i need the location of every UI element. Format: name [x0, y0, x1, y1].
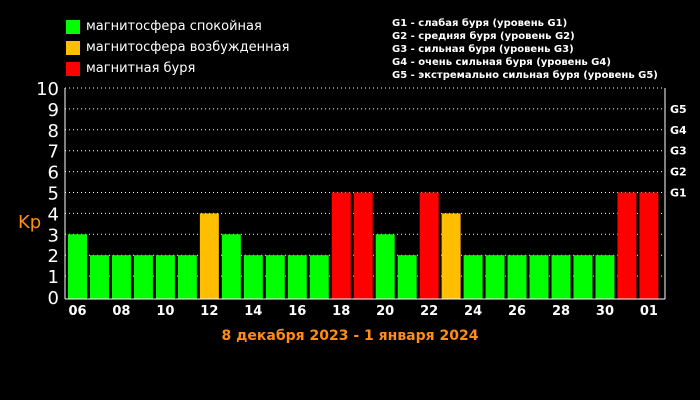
- y-tick-label: 5: [48, 184, 59, 205]
- y-tick-label: 0: [48, 288, 59, 309]
- kp-bar: [507, 255, 527, 299]
- x-tick-label: 26: [508, 304, 526, 319]
- kp-bar: [419, 192, 439, 299]
- storm-level-g5: G5 - экстремально сильная буря (уровень …: [392, 70, 658, 81]
- storm-level-g1: G1 - слабая буря (уровень G1): [392, 18, 568, 29]
- kp-bar: [221, 234, 241, 299]
- x-tick-label: 22: [420, 304, 438, 319]
- kp-bar: [177, 255, 197, 299]
- kp-bar: [331, 192, 351, 299]
- storm-level-tick: G1: [670, 187, 687, 200]
- x-tick-label: 01: [640, 304, 658, 319]
- kp-bar: [551, 255, 571, 299]
- legend-swatch-quiet: [66, 19, 80, 34]
- legend-label-quiet: магнитосфера спокойная: [86, 19, 262, 34]
- legend-item-active: магнитосфера возбужденная: [66, 37, 289, 58]
- y-tick-label: 8: [48, 121, 59, 142]
- kp-bar: [397, 255, 417, 299]
- kp-bar: [617, 192, 637, 299]
- x-tick-label: 16: [288, 304, 306, 319]
- storm-level-tick: G4: [670, 124, 687, 137]
- legend-swatch-storm: [66, 61, 80, 76]
- kp-bar: [639, 192, 659, 299]
- x-tick-label: 24: [464, 304, 482, 319]
- y-tick-label: 1: [48, 267, 59, 288]
- kp-bar: [595, 255, 615, 299]
- x-tick-label: 12: [200, 304, 218, 319]
- x-tick-label: 14: [244, 304, 262, 319]
- x-tick-label: 18: [332, 304, 350, 319]
- kp-bar: [309, 255, 329, 299]
- kp-bar: [111, 255, 131, 299]
- kp-bar: [68, 234, 87, 299]
- legend-label-active: магнитосфера возбужденная: [86, 40, 290, 55]
- y-axis-label: Kp: [18, 212, 41, 233]
- x-tick-label: 10: [156, 304, 174, 319]
- y-tick-label: 4: [48, 204, 59, 225]
- storm-level-tick: G3: [670, 145, 687, 158]
- y-tick-label: 7: [48, 142, 59, 163]
- storm-level-g4: G4 - очень сильная буря (уровень G4): [392, 57, 611, 68]
- kp-bar: [573, 255, 593, 299]
- kp-bar: [265, 255, 285, 299]
- kp-bar: [199, 213, 219, 299]
- legend-item-quiet: магнитосфера спокойная: [66, 16, 289, 37]
- kp-bar: [353, 192, 373, 299]
- kp-bar: [441, 213, 461, 299]
- legend-label-storm: магнитная буря: [86, 61, 196, 76]
- storm-level-g2: G2 - средняя буря (уровень G2): [392, 31, 575, 42]
- legend-swatch-active: [66, 40, 80, 55]
- x-tick-label: 08: [112, 304, 130, 319]
- kp-bar: [133, 255, 153, 299]
- kp-bar: [89, 255, 109, 299]
- storm-level-tick: G2: [670, 166, 687, 179]
- x-axis-label: 8 декабря 2023 - 1 января 2024: [222, 328, 479, 344]
- kp-bar: [155, 255, 175, 299]
- y-tick-label: 2: [48, 246, 59, 267]
- x-tick-label: 30: [596, 304, 614, 319]
- y-tick-label: 6: [48, 163, 59, 184]
- kp-bar: [485, 255, 505, 299]
- legend: магнитосфера спокойная магнитосфера возб…: [66, 16, 289, 79]
- storm-level-legend: G1 - слабая буря (уровень G1) G2 - средн…: [392, 17, 658, 82]
- y-tick-label: 10: [36, 79, 59, 100]
- x-tick-label: 06: [68, 304, 86, 319]
- kp-bar: [375, 234, 395, 299]
- x-tick-label: 20: [376, 304, 394, 319]
- legend-item-storm: магнитная буря: [66, 58, 289, 79]
- x-tick-label: 28: [552, 304, 570, 319]
- y-tick-label: 3: [48, 225, 59, 246]
- storm-level-g3: G3 - сильная буря (уровень G3): [392, 44, 574, 55]
- storm-level-tick: G5: [670, 103, 687, 116]
- y-tick-label: 9: [48, 100, 59, 121]
- kp-bar: [243, 255, 263, 299]
- kp-bar: [463, 255, 483, 299]
- kp-bar: [529, 255, 549, 299]
- kp-bar: [287, 255, 307, 299]
